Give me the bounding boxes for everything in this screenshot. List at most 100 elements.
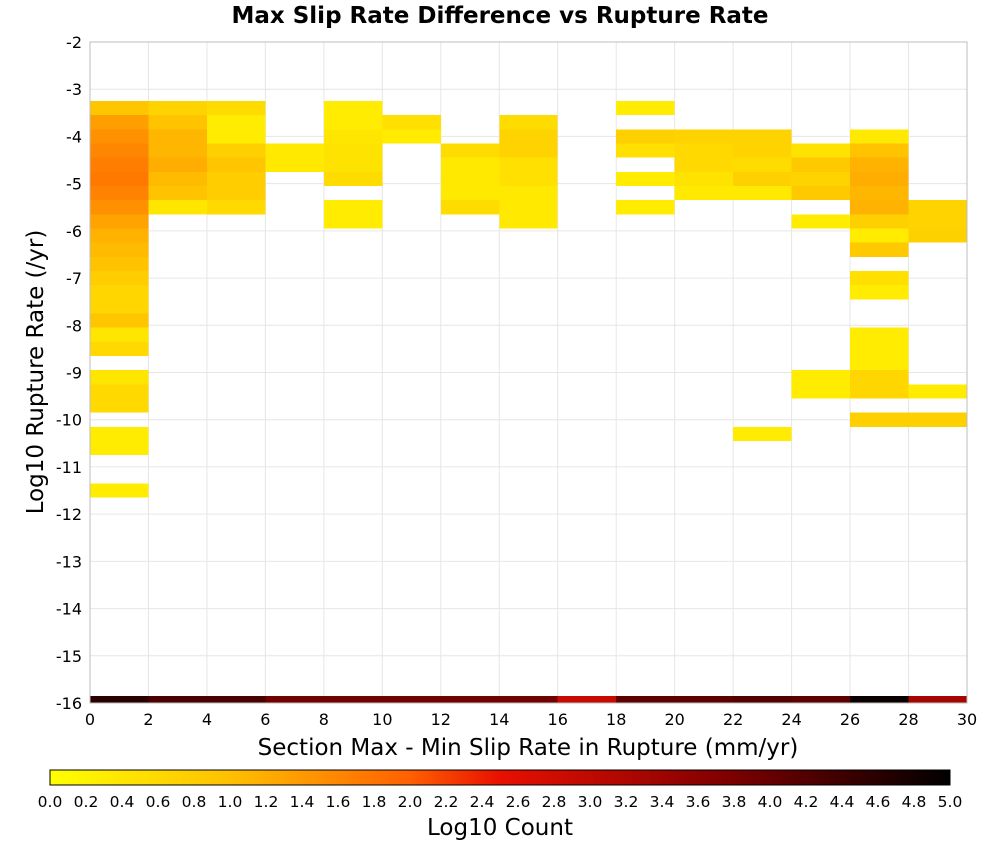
y-tick-label: -12: [56, 505, 82, 524]
y-tick-label: -7: [66, 269, 82, 288]
heatmap-cell: [850, 370, 909, 385]
colorbar-tick-label: 0.6: [146, 793, 171, 811]
heatmap-cell: [90, 171, 149, 187]
heatmap-cell: [148, 200, 207, 215]
heatmap-cell: [850, 171, 909, 187]
heatmap-cell: [733, 129, 792, 144]
x-tick-label: 26: [840, 710, 860, 729]
heatmap-cell-bottom: [557, 695, 617, 703]
heatmap-cell-bottom: [850, 695, 909, 703]
x-tick-label: 22: [723, 710, 743, 729]
heatmap-cell: [206, 129, 266, 144]
heatmap-cell-bottom: [206, 695, 266, 703]
heatmap-cell: [733, 143, 792, 158]
colorbar-tick-label: 1.8: [362, 793, 387, 811]
heatmap-cell: [908, 214, 967, 229]
heatmap-cell: [616, 129, 675, 144]
colorbar-label: Log10 Count: [427, 815, 573, 841]
heatmap-cell: [616, 143, 675, 158]
colorbar-tick-label: 1.4: [290, 793, 315, 811]
colorbar-tick-label: 5.0: [938, 793, 963, 811]
heatmap-cell: [206, 200, 266, 215]
heatmap-cell: [90, 228, 149, 243]
heatmap-cell: [90, 341, 149, 356]
heatmap-cell: [674, 171, 734, 187]
x-tick-label: 16: [548, 710, 568, 729]
x-tick-label: 30: [957, 710, 977, 729]
heatmap-cell: [791, 171, 851, 187]
heatmap-cell: [733, 426, 792, 441]
heatmap-cell: [440, 143, 500, 158]
y-tick-label: -3: [66, 80, 82, 99]
heatmap-cell: [616, 200, 675, 215]
heatmap-cell-bottom: [616, 695, 675, 703]
colorbar-tick-label: 2.6: [506, 793, 531, 811]
heatmap-cell: [206, 157, 266, 172]
heatmap-cell: [674, 186, 734, 201]
heatmap-cell: [90, 313, 149, 328]
heatmap-cell-bottom: [90, 695, 149, 703]
colorbar-tick-label: 2.2: [434, 793, 459, 811]
colorbar-tick-label: 4.0: [758, 793, 783, 811]
heatmap-cell: [499, 171, 558, 187]
heatmap-cell-bottom: [733, 695, 792, 703]
heatmap-cell: [90, 115, 149, 130]
colorbar-tick-label: 4.6: [866, 793, 891, 811]
heatmap-cell: [206, 171, 266, 187]
heatmap-cell: [908, 384, 967, 399]
x-tick-label: 24: [781, 710, 801, 729]
heatmap-cell: [908, 228, 967, 243]
y-tick-label: -11: [56, 458, 82, 477]
y-tick-labels: -2 -3 -4 -5 -6 -7 -8 -9 -10 -11 -12 -13 -14 -15 -16: [56, 33, 82, 713]
colorbar-tick-label: 0.4: [110, 793, 135, 811]
heatmap-cell: [440, 171, 500, 187]
heatmap-cell-bottom: [908, 695, 967, 703]
x-axis-label: Section Max - Min Slip Rate in Rupture (…: [258, 735, 799, 761]
heatmap-cell: [733, 171, 792, 187]
colorbar-tick-label: 2.4: [470, 793, 495, 811]
y-tick-label: -10: [56, 411, 82, 430]
heatmap-cell: [90, 299, 149, 314]
y-tick-label: -4: [66, 127, 82, 146]
heatmap-cell: [323, 214, 383, 229]
heatmap-cell: [499, 200, 558, 215]
heatmap-cell: [90, 398, 149, 413]
heatmap-cell: [90, 327, 149, 342]
heatmap-cell: [90, 200, 149, 215]
y-tick-label: -13: [56, 552, 82, 571]
x-tick-label: 8: [319, 710, 329, 729]
colorbar-tick-label: 1.0: [218, 793, 243, 811]
heatmap-cell: [733, 186, 792, 201]
heatmap-cell: [265, 157, 324, 172]
heatmap-cell: [791, 186, 851, 201]
heatmap-cell: [850, 214, 909, 229]
heatmap-cell: [206, 143, 266, 158]
heatmap-cell: [440, 157, 500, 172]
heatmap-cell: [90, 483, 149, 498]
heatmap-cell: [499, 143, 558, 158]
heatmap-cell: [148, 171, 207, 187]
heatmap-cell: [674, 129, 734, 144]
heatmap-cell: [90, 426, 149, 441]
heatmap-cell: [850, 355, 909, 371]
heatmap-cell: [674, 143, 734, 158]
heatmap-cell: [90, 157, 149, 172]
colorbar-tick-label: 0.8: [182, 793, 207, 811]
heatmap-cell: [90, 101, 149, 116]
heatmap-cell: [440, 200, 500, 215]
heatmap-cell: [850, 186, 909, 201]
heatmap-cell: [90, 242, 149, 257]
heatmap-cell: [850, 270, 909, 286]
heatmap-cell: [323, 143, 383, 158]
y-axis-label: Log10 Rupture Rate (/yr): [23, 230, 49, 515]
heatmap-cell: [323, 200, 383, 215]
colorbar-tick-label: 0.0: [38, 793, 63, 811]
heatmap-cell: [90, 384, 149, 399]
y-tick-label: -14: [56, 600, 82, 619]
colorbar-tick-label: 3.2: [614, 793, 639, 811]
heatmap-cell: [148, 157, 207, 172]
x-tick-label: 6: [260, 710, 270, 729]
heatmap-cell: [323, 101, 383, 116]
heatmap-cell: [499, 115, 558, 130]
